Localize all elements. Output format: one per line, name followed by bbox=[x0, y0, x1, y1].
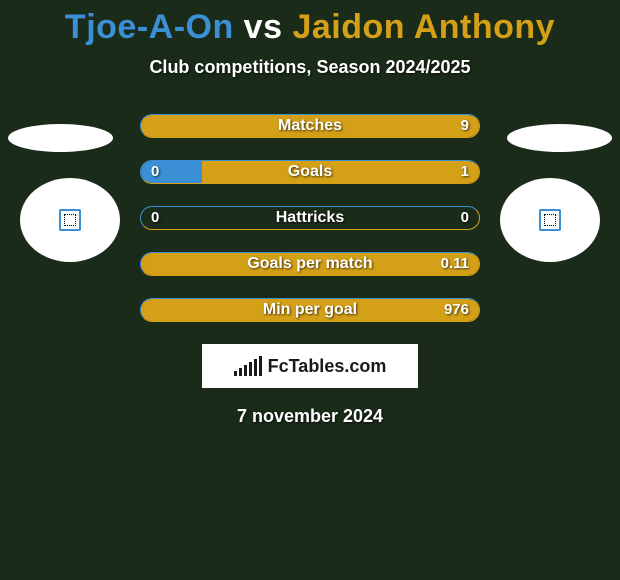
player-left-name: Tjoe-A-On bbox=[65, 8, 234, 46]
stat-row: Goals0 1 bbox=[140, 160, 480, 184]
stat-value-left: 0 bbox=[151, 161, 159, 183]
stat-row: Matches9 bbox=[140, 114, 480, 138]
branding-bars-icon bbox=[234, 356, 262, 376]
stat-label: Goals per match bbox=[141, 253, 479, 275]
vs-separator: vs bbox=[234, 8, 293, 46]
branding-bar bbox=[244, 365, 247, 376]
branding-bar bbox=[249, 362, 252, 376]
stat-value-right: 0.11 bbox=[441, 253, 469, 275]
subtitle: Club competitions, Season 2024/2025 bbox=[0, 57, 620, 78]
player-right-name: Jaidon Anthony bbox=[292, 8, 555, 46]
branding-bar bbox=[254, 359, 257, 376]
stat-label: Goals bbox=[141, 161, 479, 183]
branding-box: FcTables.com bbox=[202, 344, 418, 388]
stat-label: Hattricks bbox=[141, 207, 479, 229]
stat-label: Min per goal bbox=[141, 299, 479, 321]
branding-text: FcTables.com bbox=[268, 356, 387, 377]
snapshot-date: 7 november 2024 bbox=[0, 406, 620, 427]
stat-value-right: 976 bbox=[444, 299, 469, 321]
branding-bar bbox=[239, 368, 242, 376]
stat-value-right: 1 bbox=[461, 161, 469, 183]
stat-row: Goals per match0.11 bbox=[140, 252, 480, 276]
stat-row: Min per goal976 bbox=[140, 298, 480, 322]
stat-value-right: 9 bbox=[461, 115, 469, 137]
stats-chart: Matches9Goals01Hattricks00Goals per matc… bbox=[0, 114, 620, 322]
branding-bar bbox=[259, 356, 262, 376]
comparison-title: Tjoe-A-On vs Jaidon Anthony bbox=[0, 0, 620, 47]
stat-row: Hattricks0 0 bbox=[140, 206, 480, 230]
stat-value-left: 0 bbox=[151, 207, 159, 229]
stat-label: Matches bbox=[141, 115, 479, 137]
stat-value-right: 0 bbox=[461, 207, 469, 229]
branding-bar bbox=[234, 371, 237, 376]
